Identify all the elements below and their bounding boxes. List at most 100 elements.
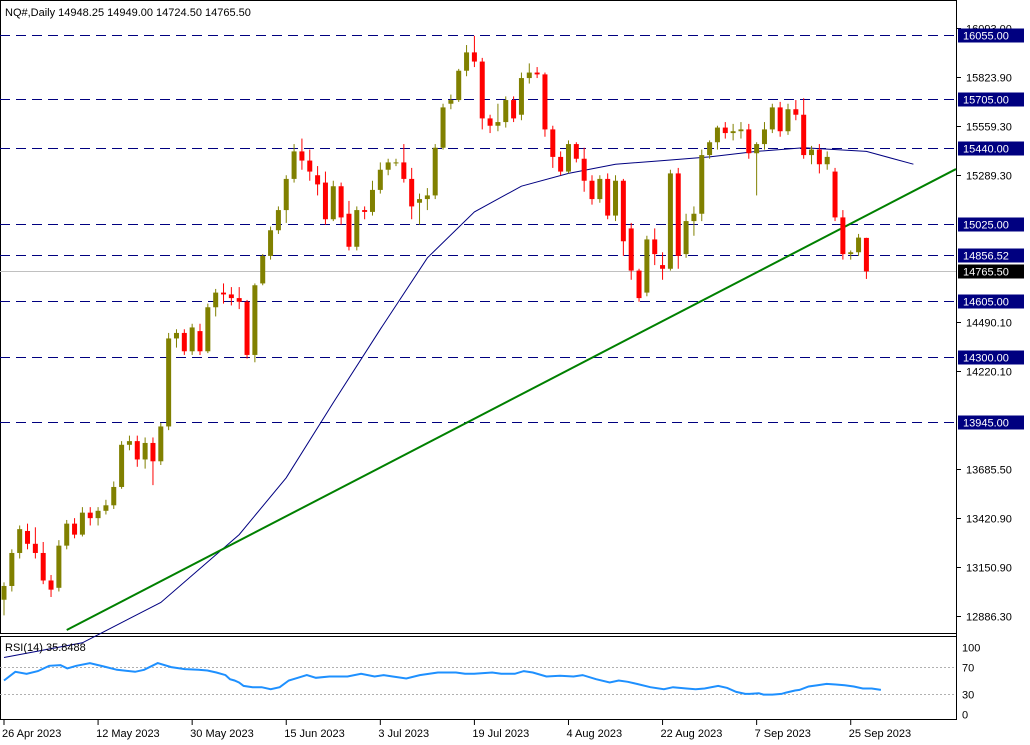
candle: [228, 287, 234, 306]
candle: [244, 299, 250, 359]
candle-body: [236, 298, 242, 302]
candle-body: [401, 162, 407, 179]
candle: [417, 193, 423, 225]
candle-body: [126, 441, 132, 445]
candle-body: [166, 338, 172, 427]
candle-body: [338, 186, 344, 218]
candle-body: [456, 70, 462, 101]
candle: [134, 435, 140, 467]
candle-body: [848, 252, 854, 255]
candle-body: [511, 100, 517, 119]
candle-body: [746, 129, 752, 154]
candle: [205, 303, 211, 354]
candle-body: [479, 61, 485, 119]
candle-body: [393, 162, 399, 164]
price-tick-label: 13150.90: [966, 563, 1012, 575]
time-tick-label: 3 Jul 2023: [378, 728, 429, 740]
candle: [401, 144, 407, 183]
candle-body: [558, 156, 564, 172]
candle-body: [816, 149, 822, 165]
candle: [119, 441, 125, 489]
candle-body: [260, 255, 266, 284]
candle-body: [628, 228, 634, 271]
candle: [268, 226, 274, 260]
candle-body: [25, 530, 31, 544]
candle-body: [620, 180, 626, 242]
level-label: 14300.00: [963, 353, 1009, 365]
time-tick-label: 22 Aug 2023: [661, 728, 723, 740]
candle: [150, 437, 156, 486]
level-labels: 16055.00 15705.00 15440.00 15025.00 14856.52…: [958, 28, 1024, 430]
candle-body: [738, 129, 744, 132]
candle: [840, 210, 846, 260]
candle: [597, 175, 603, 203]
trendline: [66, 168, 957, 631]
candle-body: [330, 186, 336, 220]
current-price-box: [958, 264, 1024, 279]
horizontal-levels: [0, 35, 956, 423]
candle: [307, 149, 313, 181]
candle: [291, 144, 297, 183]
candle-body: [424, 195, 430, 200]
level-label: 14856.52: [963, 251, 1009, 263]
candle-body: [369, 189, 375, 212]
candle: [9, 549, 15, 592]
candles: [1, 35, 869, 616]
candle: [652, 228, 658, 266]
candle: [111, 481, 117, 509]
candle-body: [48, 580, 54, 590]
price-tick-label: 15559.30: [966, 122, 1012, 134]
candle-body: [103, 505, 109, 511]
price-tick-label: 13420.90: [966, 514, 1012, 526]
candle-body: [268, 230, 274, 256]
candle-body: [385, 162, 391, 170]
candle-body: [495, 122, 501, 126]
time-tick-label: 7 Sep 2023: [755, 728, 811, 740]
rsi-tick-label: 0: [962, 710, 968, 722]
candle: [589, 175, 595, 205]
candle-body: [581, 158, 587, 181]
candle: [816, 144, 822, 174]
candle: [354, 206, 360, 251]
candle: [189, 323, 195, 355]
candle-body: [761, 129, 767, 145]
price-axis: 16093.0015823.9015559.3015289.3014490.10…: [956, 24, 1012, 624]
candle: [393, 158, 399, 167]
candle: [440, 103, 446, 150]
candle: [518, 72, 524, 121]
candle-body: [613, 180, 619, 216]
candle: [283, 175, 289, 223]
candle: [730, 123, 736, 141]
candle: [25, 523, 31, 550]
candle-body: [346, 213, 352, 247]
level-label-box: [958, 294, 1024, 309]
candle-body: [40, 552, 46, 581]
candle-body: [87, 512, 93, 519]
candle: [1, 582, 7, 616]
candle: [424, 188, 430, 211]
candle: [605, 173, 611, 220]
candle-body: [322, 182, 328, 220]
candle-body: [714, 127, 720, 143]
ma-line: [3, 147, 914, 658]
rsi-tick-label: 70: [962, 663, 974, 675]
candle: [777, 101, 783, 137]
candle-body: [636, 270, 642, 299]
candle-body: [111, 486, 117, 506]
level-label-box: [958, 141, 1024, 156]
candle: [754, 142, 760, 196]
candle-body: [377, 169, 383, 190]
candle: [432, 144, 438, 200]
candle-body: [589, 180, 595, 200]
candle: [103, 499, 109, 515]
candle-body: [64, 523, 70, 546]
candle: [620, 178, 626, 256]
candle: [448, 94, 454, 110]
candle-body: [824, 156, 830, 165]
candle: [746, 123, 752, 159]
time-tick-label: 26 Apr 2023: [2, 728, 61, 740]
candle: [72, 518, 78, 539]
candle: [511, 96, 517, 123]
time-axis: 26 Apr 2023 12 May 2023 30 May 2023 15 Jun …: [2, 720, 911, 740]
candle: [848, 250, 854, 260]
